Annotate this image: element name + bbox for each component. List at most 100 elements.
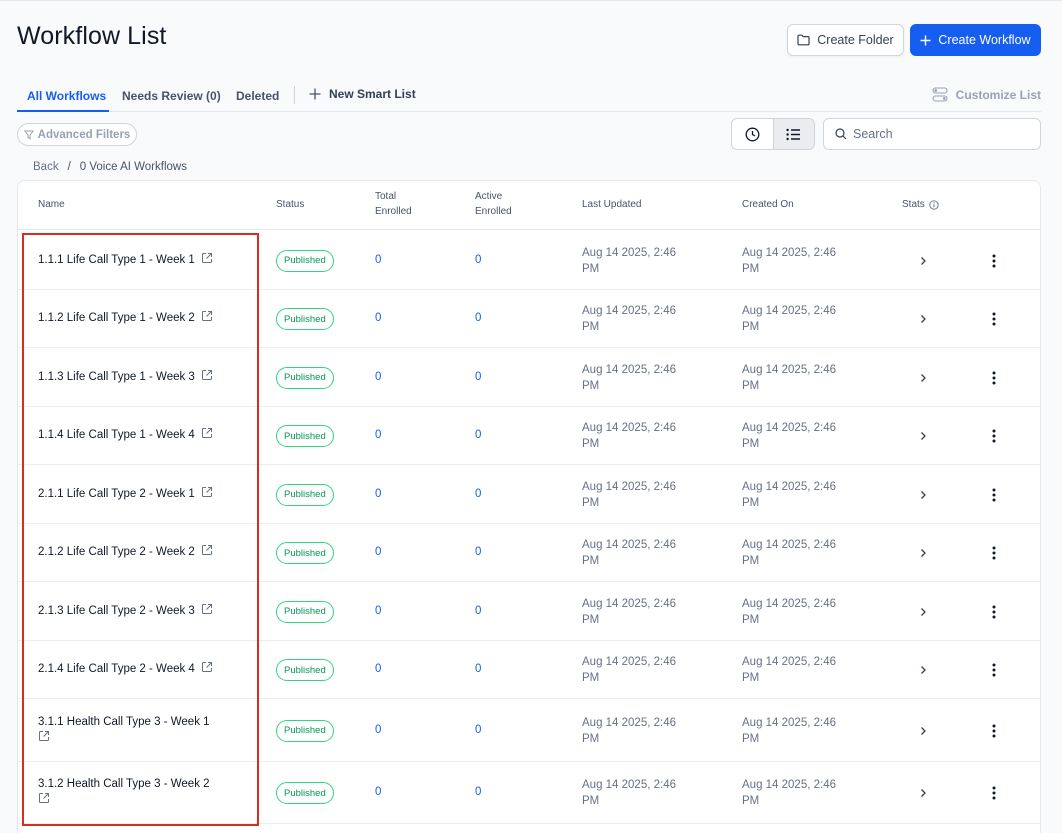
chevron-right-icon: [921, 256, 926, 265]
active-enrolled-link[interactable]: 0: [475, 604, 482, 617]
stats-expand-button[interactable]: [915, 723, 931, 739]
list-view-button[interactable]: [772, 119, 814, 149]
column-status-header[interactable]: Status: [276, 199, 305, 210]
column-last-updated-header[interactable]: Last Updated: [582, 199, 642, 210]
stats-expand-button[interactable]: [915, 785, 931, 801]
workflow-name-link[interactable]: 2.1.2 Life Call Type 2 - Week 2: [38, 544, 268, 561]
active-enrolled-link[interactable]: 0: [475, 312, 482, 324]
active-enrolled-link[interactable]: 0: [475, 546, 482, 558]
tab-needs-review[interactable]: Needs Review (0): [122, 89, 221, 103]
total-enrolled-link[interactable]: 0: [375, 370, 382, 383]
row-actions-menu[interactable]: [989, 785, 999, 801]
row-actions-menu[interactable]: [989, 253, 999, 269]
column-created-on-header[interactable]: Created On: [742, 199, 794, 210]
workflow-name-link[interactable]: 1.1.2 Life Call Type 1 - Week 2: [38, 310, 268, 327]
row-actions-menu[interactable]: [989, 662, 999, 678]
active-enrolled-link[interactable]: 0: [475, 370, 482, 383]
external-link-icon[interactable]: [201, 603, 213, 620]
stats-expand-button[interactable]: [915, 604, 931, 620]
active-enrolled-link[interactable]: 0: [475, 786, 482, 798]
search-input[interactable]: [853, 127, 1023, 141]
active-enrolled-link[interactable]: 0: [475, 429, 482, 441]
created-on-date-line2: PM: [742, 795, 760, 807]
external-link-icon[interactable]: [201, 369, 213, 386]
create-workflow-button[interactable]: Create Workflow: [910, 24, 1041, 56]
workflow-name-link[interactable]: 1.1.3 Life Call Type 1 - Week 3: [38, 369, 268, 386]
last-updated-date-line1: Aug 14 2025, 2:46: [582, 480, 676, 493]
external-link-icon[interactable]: [201, 661, 213, 678]
row-actions-menu[interactable]: [989, 370, 999, 386]
column-active-enrolled-line1: Active: [475, 191, 503, 202]
stats-expand-button[interactable]: [915, 253, 931, 269]
workflow-name-link[interactable]: 3.1.2 Health Call Type 3 - Week 2: [38, 776, 228, 809]
info-icon[interactable]: [929, 199, 939, 210]
column-total-enrolled-header[interactable]: Total Enrolled: [375, 189, 412, 219]
stats-expand-button[interactable]: [915, 428, 931, 444]
workflow-name-link[interactable]: 1.1.1 Life Call Type 1 - Week 1: [38, 252, 268, 269]
status-badge: Published: [276, 659, 334, 681]
tab-all-workflows[interactable]: All Workflows: [27, 89, 107, 103]
more-vertical-icon: [992, 663, 996, 677]
row-actions-menu[interactable]: [989, 604, 999, 620]
stats-expand-button[interactable]: [915, 545, 931, 561]
more-vertical-icon: [992, 786, 996, 800]
total-enrolled-link[interactable]: 0: [375, 723, 382, 736]
external-link-icon[interactable]: [38, 792, 50, 809]
stats-expand-button[interactable]: [915, 370, 931, 386]
workflow-name-link[interactable]: 2.1.1 Life Call Type 2 - Week 1: [38, 486, 268, 503]
column-active-enrolled-header[interactable]: Active Enrolled: [475, 189, 512, 219]
total-enrolled-link[interactable]: 0: [375, 604, 382, 617]
table-row: 2.1.4 Life Call Type 2 - Week 4 Published…: [18, 641, 1040, 699]
stats-expand-button[interactable]: [915, 487, 931, 503]
customize-list-button[interactable]: Customize List: [932, 87, 1041, 102]
total-enrolled-link[interactable]: 0: [375, 487, 382, 500]
stats-expand-button[interactable]: [915, 662, 931, 678]
external-link-icon-glyph: [201, 545, 212, 555]
row-actions-menu[interactable]: [989, 545, 999, 561]
last-updated-date-line2: PM: [582, 496, 600, 509]
workflow-name-link[interactable]: 3.1.1 Health Call Type 3 - Week 1: [38, 714, 228, 747]
total-enrolled-link[interactable]: 0: [375, 312, 382, 324]
total-enrolled-link[interactable]: 0: [375, 663, 382, 675]
external-link-icon[interactable]: [201, 544, 213, 561]
total-enrolled-link[interactable]: 0: [375, 429, 382, 441]
column-name-header[interactable]: Name: [38, 199, 65, 210]
active-enrolled-link[interactable]: 0: [475, 723, 482, 736]
stats-expand-button[interactable]: [915, 311, 931, 327]
external-link-icon[interactable]: [201, 252, 213, 269]
new-smart-list-button[interactable]: New Smart List: [309, 87, 416, 101]
create-folder-button[interactable]: Create Folder: [787, 24, 904, 56]
created-on-date: Aug 14 2025, 2:46 PM: [742, 245, 862, 277]
total-enrolled-link[interactable]: 0: [375, 786, 382, 798]
chevron-right-icon: [921, 789, 926, 797]
breadcrumb-back-link[interactable]: Back: [33, 161, 59, 173]
active-enrolled-link[interactable]: 0: [475, 663, 482, 675]
workflow-name-link[interactable]: 1.1.4 Life Call Type 1 - Week 4: [38, 427, 268, 444]
top-divider: [0, 0, 1062, 1]
tab-deleted[interactable]: Deleted: [236, 89, 280, 103]
row-actions-menu[interactable]: [989, 311, 999, 327]
external-link-icon[interactable]: [201, 310, 213, 327]
last-updated-date-line1: Aug 14 2025, 2:46: [582, 779, 676, 791]
row-actions-menu[interactable]: [989, 428, 999, 444]
more-vertical-icon: [992, 724, 996, 737]
external-link-icon[interactable]: [201, 427, 213, 444]
external-link-icon-glyph: [201, 486, 212, 497]
row-actions-menu[interactable]: [989, 723, 999, 739]
chevron-right-icon: [921, 666, 926, 674]
created-on-date-line2: PM: [742, 672, 760, 684]
workflow-name-link[interactable]: 2.1.3 Life Call Type 2 - Week 3: [38, 603, 268, 620]
total-enrolled-link[interactable]: 0: [375, 546, 382, 558]
workflow-name-link[interactable]: 2.1.4 Life Call Type 2 - Week 4: [38, 661, 268, 678]
external-link-icon[interactable]: [201, 486, 213, 503]
active-enrolled-link[interactable]: 0: [475, 487, 482, 500]
recent-view-button[interactable]: [732, 119, 773, 149]
created-on-date-line2: PM: [742, 379, 760, 392]
advanced-filters-button[interactable]: Advanced Filters: [17, 123, 137, 146]
external-link-icon[interactable]: [38, 730, 50, 747]
total-enrolled-link[interactable]: 0: [375, 253, 382, 266]
active-enrolled-link[interactable]: 0: [475, 253, 482, 266]
column-total-enrolled-line1: Total: [375, 191, 397, 202]
external-link-icon-glyph: [201, 603, 212, 614]
row-actions-menu[interactable]: [989, 487, 999, 503]
